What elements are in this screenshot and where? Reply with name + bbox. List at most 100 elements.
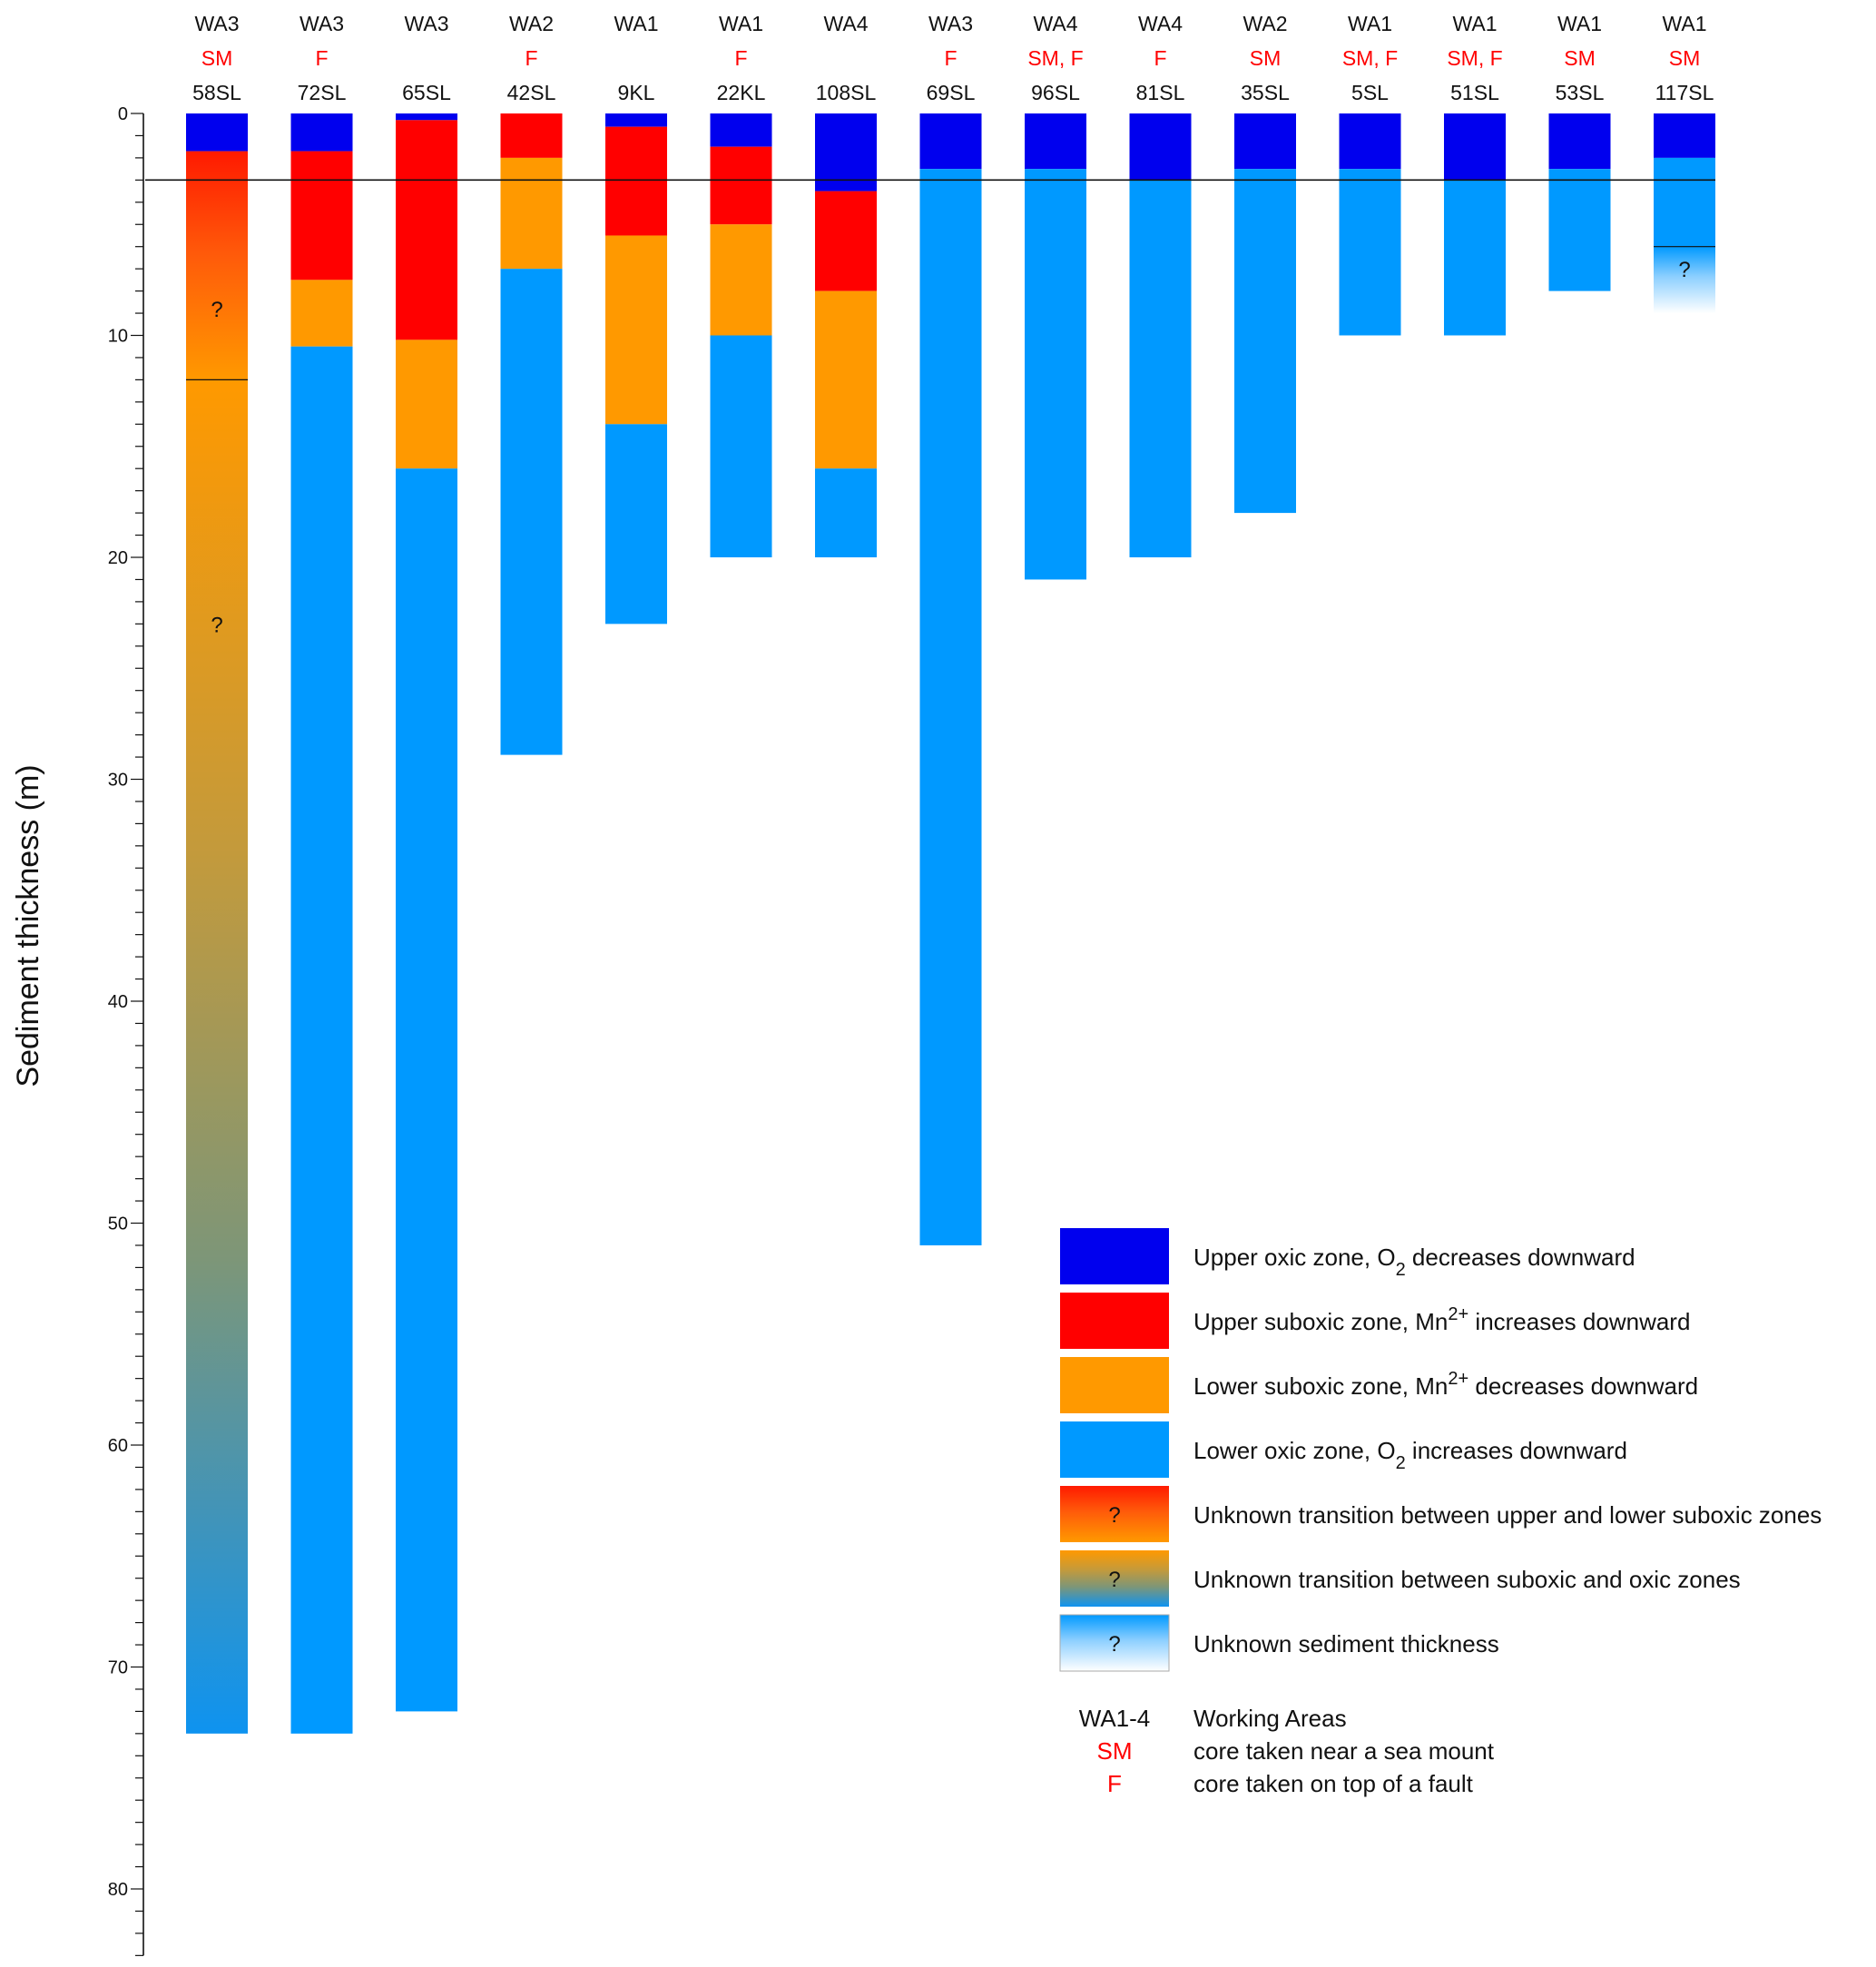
legend-label: Upper oxic zone, O2 decreases downward xyxy=(1193,1244,1635,1280)
legend-swatch-unknown_thickness xyxy=(1059,1614,1170,1672)
core-column-72SL xyxy=(290,113,353,1734)
core-area-label: WA3 xyxy=(300,12,344,35)
legend-label: Lower oxic zone, O2 increases downward xyxy=(1193,1437,1627,1473)
zone-segment-lower_oxic xyxy=(710,335,772,557)
zone-segment-unknown_thickness xyxy=(1654,246,1715,314)
question-mark: ? xyxy=(211,613,222,637)
core-area-label: WA1 xyxy=(1663,12,1707,35)
zone-segment-lower_suboxic xyxy=(290,280,353,347)
zone-segment-upper_oxic xyxy=(919,113,982,170)
legend-item: ? Unknown transition between suboxic and … xyxy=(1060,1550,1741,1607)
legend-swatch-unknown_suboxic_oxic_transition xyxy=(1060,1550,1169,1607)
legend-swatch-upper_oxic xyxy=(1060,1228,1169,1284)
zone-segment-upper_oxic xyxy=(1339,113,1401,170)
zone-segment-upper_oxic xyxy=(186,113,248,152)
y-axis: 0 10 20 30 40 50 60 70 80 Sediment thickness (m) xyxy=(11,104,144,1956)
legend-label: Unknown sediment thickness xyxy=(1193,1630,1499,1657)
key-item: WA1-4 Working Areas xyxy=(1079,1705,1347,1732)
zone-segment-lower_suboxic xyxy=(815,290,877,469)
core-setting-label: SM xyxy=(1250,46,1282,70)
core-column-96SL xyxy=(1025,113,1086,580)
legend-swatch-lower_oxic xyxy=(1060,1421,1169,1478)
zone-segment-upper_oxic xyxy=(815,113,877,192)
core-name-label: 69SL xyxy=(927,81,976,104)
core-column-69SL xyxy=(919,113,982,1245)
zone-segment-lower_suboxic xyxy=(710,224,772,336)
y-tick-label: 80 xyxy=(108,1880,128,1900)
legend-question-mark: ? xyxy=(1108,1503,1120,1528)
core-name-label: 22KL xyxy=(717,81,766,104)
core-name-label: 108SL xyxy=(816,81,877,104)
key-code: WA1-4 xyxy=(1079,1705,1151,1732)
core-area-label: WA3 xyxy=(928,12,973,35)
core-area-label: WA1 xyxy=(1348,12,1392,35)
core-area-label: WA2 xyxy=(1243,12,1288,35)
core-name-label: 72SL xyxy=(298,81,347,104)
core-setting-label: F xyxy=(734,46,747,70)
core-setting-label: F xyxy=(1154,46,1166,70)
legend-item: ? Unknown sediment thickness xyxy=(1059,1614,1499,1672)
zone-segment-lower_oxic xyxy=(1234,169,1296,514)
core-column-5SL xyxy=(1339,113,1401,336)
core-name-label: 42SL xyxy=(507,81,556,104)
core-name-label: 51SL xyxy=(1450,81,1499,104)
zone-segment-upper_oxic xyxy=(710,113,772,147)
zone-segment-unknown_suboxic_transition xyxy=(186,151,248,380)
key-code: SM xyxy=(1097,1737,1133,1765)
core-column-42SL xyxy=(500,113,563,755)
zone-segment-lower_oxic xyxy=(1444,180,1506,336)
zone-segment-upper_suboxic xyxy=(710,146,772,225)
y-tick-label: 10 xyxy=(108,327,128,347)
core-column-117SL: ? xyxy=(1654,113,1715,314)
legend-question-mark: ? xyxy=(1108,1568,1120,1592)
legend-swatch-upper_suboxic xyxy=(1060,1293,1169,1349)
y-axis-title: Sediment thickness (m) xyxy=(11,764,45,1087)
core-column-58SL: ?? xyxy=(186,113,248,1734)
core-column-51SL xyxy=(1444,113,1506,336)
core-area-label: WA1 xyxy=(614,12,659,35)
core-area-label: WA1 xyxy=(1557,12,1602,35)
core-column-35SL xyxy=(1234,113,1296,514)
zone-segment-lower_oxic xyxy=(290,346,353,1734)
y-tick-label: 60 xyxy=(108,1436,128,1456)
legend-label: Upper suboxic zone, Mn2+ increases downw… xyxy=(1193,1304,1690,1335)
core-name-label: 96SL xyxy=(1031,81,1080,104)
legend-item: Upper oxic zone, O2 decreases downward xyxy=(1060,1228,1635,1284)
key-item: SM core taken near a sea mount xyxy=(1097,1737,1495,1765)
zone-segment-lower_suboxic xyxy=(500,157,563,270)
core-setting-label: F xyxy=(944,46,957,70)
core-columns: ??? xyxy=(145,113,1715,1734)
y-tick-label: 70 xyxy=(108,1658,128,1678)
core-area-label: WA4 xyxy=(1138,12,1183,35)
core-headers: WA3 SM 58SL WA3 F 72SL WA3 65SL WA2 F 42SL WA1 9KL WA… xyxy=(192,12,1714,104)
core-name-label: 35SL xyxy=(1241,81,1290,104)
core-setting-label: SM xyxy=(1669,46,1701,70)
key-description: core taken on top of a fault xyxy=(1193,1770,1474,1797)
key-description: core taken near a sea mount xyxy=(1193,1737,1495,1765)
zone-segment-upper_oxic xyxy=(396,113,457,121)
core-area-label: WA1 xyxy=(1453,12,1498,35)
abbreviation-key: WA1-4 Working Areas SM core taken near a se… xyxy=(1079,1705,1495,1797)
core-name-label: 53SL xyxy=(1556,81,1605,104)
zone-segment-lower_oxic xyxy=(396,468,457,1712)
core-setting-label: SM, F xyxy=(1342,46,1398,70)
zone-segment-lower_oxic xyxy=(815,468,877,557)
zone-segment-upper_suboxic xyxy=(500,113,563,158)
legend-item: Lower suboxic zone, Mn2+ decreases downw… xyxy=(1060,1357,1698,1413)
core-name-label: 117SL xyxy=(1655,81,1714,104)
zone-segment-upper_suboxic xyxy=(290,151,353,280)
core-column-108SL xyxy=(815,113,877,557)
core-area-label: WA1 xyxy=(719,12,763,35)
core-setting-label: SM, F xyxy=(1447,46,1502,70)
zone-segment-lower_oxic xyxy=(1129,180,1192,557)
zone-segment-lower_oxic xyxy=(1339,169,1401,336)
y-tick-label: 40 xyxy=(108,992,128,1012)
question-mark: ? xyxy=(1678,258,1690,282)
y-tick-label: 30 xyxy=(108,771,128,791)
legend-label: Unknown transition between suboxic and o… xyxy=(1193,1566,1741,1593)
zone-segment-lower_suboxic xyxy=(396,339,457,469)
legend: Upper oxic zone, O2 decreases downward Up… xyxy=(1059,1228,1822,1672)
question-mark: ? xyxy=(211,298,222,322)
